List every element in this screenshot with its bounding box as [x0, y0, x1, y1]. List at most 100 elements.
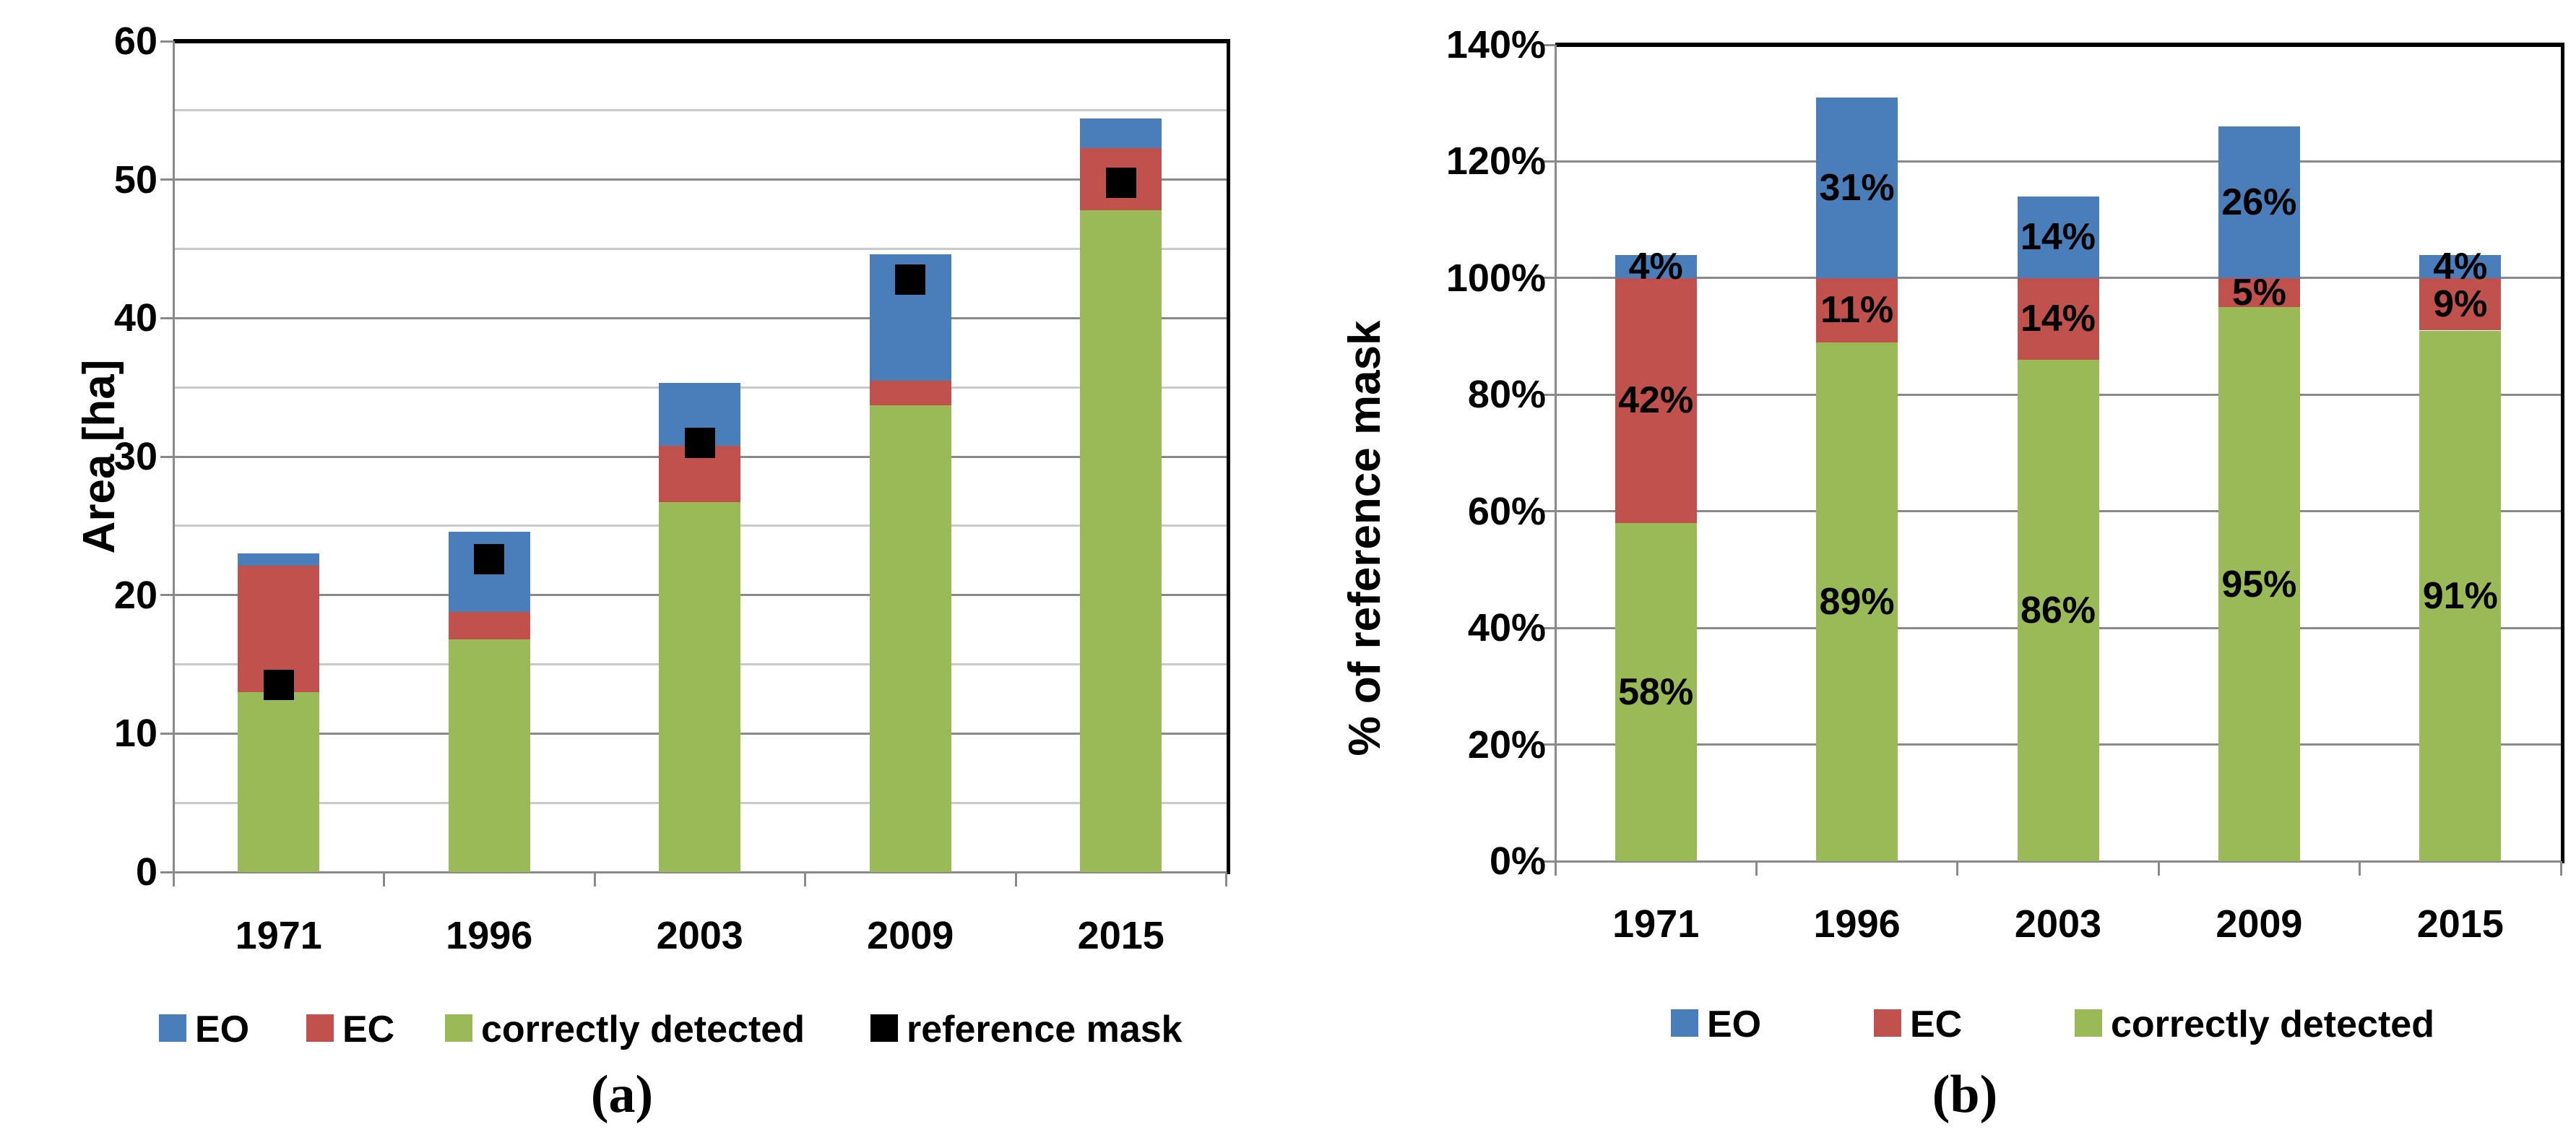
- legend-label-reference-mask: reference mask: [907, 1009, 1183, 1050]
- reference-mask-marker: [474, 543, 505, 574]
- y-tick-label: 20%: [1467, 722, 1546, 767]
- gridline: [173, 109, 1227, 112]
- y-tick-label: 10: [113, 712, 157, 756]
- reference-mask-marker: [895, 264, 926, 295]
- x-category-label: 1971: [235, 914, 322, 957]
- legend-swatch-correctly-detected: [445, 1014, 472, 1042]
- plot-border-top: [173, 39, 1230, 43]
- y-tick-label: 20: [113, 573, 157, 617]
- y-tick-label: 0%: [1489, 840, 1546, 883]
- reference-mask-marker: [263, 670, 294, 701]
- x-axis-tick: [593, 872, 596, 886]
- bar-segment-EO: [1615, 254, 1697, 278]
- segment-value-label: 42%: [1618, 379, 1694, 422]
- segment-value-label: 26%: [2221, 181, 2297, 223]
- y-axis-tick: [160, 455, 173, 458]
- bar-segment-correctly-detected: [659, 502, 741, 872]
- x-category-label: 1996: [1813, 902, 1901, 946]
- segment-value-label: 11%: [1820, 289, 1894, 332]
- legend-swatch-EC: [306, 1014, 334, 1042]
- y-tick-label: 40: [113, 296, 157, 340]
- bar-segment-EC: [448, 611, 530, 639]
- gridline: [173, 178, 1227, 181]
- x-category-label: 2003: [2014, 902, 2102, 946]
- legend-label-EO: EO: [195, 1009, 250, 1050]
- segment-value-label: 14%: [2020, 216, 2096, 259]
- x-category-label: 2009: [2216, 902, 2303, 946]
- bar-segment-EC: [2218, 277, 2300, 308]
- segment-value-label: 14%: [2020, 298, 2096, 340]
- x-axis-line: [173, 871, 1227, 873]
- y-axis-tick: [160, 40, 173, 43]
- x-category-label: 2015: [1077, 914, 1164, 957]
- x-axis-tick: [1755, 861, 1758, 876]
- y-axis-tick: [1542, 160, 1555, 163]
- bar-segment-EO: [2017, 196, 2099, 278]
- bar-segment-EC: [2419, 277, 2502, 331]
- y-axis-tick: [160, 732, 173, 735]
- bar-segment-EO: [2218, 126, 2300, 278]
- segment-value-label: 58%: [1618, 670, 1694, 713]
- bar-segment-correctly-detected: [1816, 342, 1898, 861]
- x-axis-tick: [1225, 872, 1227, 886]
- panel-a-caption: (a): [590, 1065, 654, 1124]
- x-category-label: 1996: [446, 914, 533, 957]
- bar-segment-correctly-detected: [1615, 522, 1697, 861]
- y-axis-tick: [1542, 626, 1555, 629]
- y-tick-label: 100%: [1445, 256, 1546, 300]
- x-axis-tick: [1956, 861, 1959, 876]
- y-axis-tick: [160, 316, 173, 319]
- segment-value-label: 31%: [1819, 166, 1895, 209]
- y-axis-tick: [1542, 510, 1555, 513]
- y-axis-tick: [160, 871, 173, 873]
- bar-segment-correctly-detected: [2419, 330, 2502, 861]
- legend-swatch-EO: [1671, 1009, 1698, 1037]
- x-axis-tick: [2559, 861, 2562, 876]
- gridline: [173, 248, 1227, 250]
- legend-swatch-reference-mask: [870, 1014, 898, 1042]
- plot-border-right: [2561, 43, 2564, 863]
- reference-mask-marker: [1105, 167, 1136, 198]
- bar-segment-correctly-detected: [2218, 307, 2300, 861]
- x-category-label: 2015: [2416, 902, 2504, 946]
- legend-label-correctly-detected: correctly detected: [481, 1009, 805, 1050]
- x-category-label: 2009: [867, 914, 954, 957]
- segment-value-label: 91%: [2422, 574, 2498, 617]
- y-axis-tick: [1542, 277, 1555, 280]
- y-tick-label: 0: [135, 850, 157, 894]
- segment-value-label: 4%: [2433, 245, 2488, 288]
- bar-segment-correctly-detected: [2017, 359, 2099, 861]
- gridline: [173, 316, 1227, 319]
- segment-value-label: 86%: [2020, 589, 2096, 631]
- legend-label-EC: EC: [342, 1009, 395, 1050]
- y-tick-label: 50: [113, 157, 157, 202]
- bar-segment-EC: [2017, 277, 2099, 360]
- y-axis-tick: [1542, 43, 1555, 46]
- x-category-label: 1971: [1612, 902, 1700, 946]
- x-axis-tick: [172, 872, 175, 886]
- legend-label-correctly-detected: correctly detected: [2111, 1004, 2434, 1045]
- y-tick-label: 30: [113, 435, 157, 478]
- reference-mask-marker: [684, 427, 715, 458]
- y-tick-label: 120%: [1445, 139, 1546, 184]
- y-axis-tick: [1542, 393, 1555, 396]
- x-axis-tick: [383, 872, 385, 886]
- legend-swatch-EO: [159, 1014, 186, 1042]
- legend-swatch-correctly-detected: [2075, 1009, 2102, 1037]
- x-axis-line: [1555, 860, 2561, 863]
- x-axis-tick: [1554, 861, 1557, 876]
- x-axis-tick: [1014, 872, 1017, 886]
- y-tick-label: 40%: [1467, 606, 1546, 650]
- segment-value-label: 95%: [2221, 563, 2297, 605]
- segment-value-label: 4%: [1628, 245, 1683, 288]
- y-tick-label: 60%: [1467, 489, 1546, 533]
- x-axis-tick: [2157, 861, 2160, 876]
- y-axis-tick: [160, 178, 173, 181]
- plot-border-right: [1226, 39, 1230, 874]
- y-axis-line: [1554, 45, 1557, 861]
- bar-segment-EO: [238, 553, 320, 566]
- bar-segment-correctly-detected: [1080, 210, 1162, 872]
- y-axis-tick: [1542, 860, 1555, 863]
- legend-label-EC: EC: [1910, 1004, 1963, 1045]
